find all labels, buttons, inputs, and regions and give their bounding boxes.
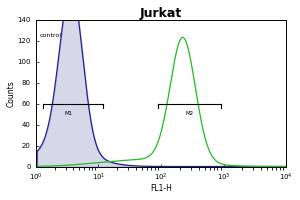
Text: control: control [40,33,62,38]
Title: Jurkat: Jurkat [140,7,182,20]
Y-axis label: Counts: Counts [7,80,16,107]
Text: M1: M1 [64,111,73,116]
Text: M2: M2 [185,111,194,116]
X-axis label: FL1-H: FL1-H [150,184,172,193]
